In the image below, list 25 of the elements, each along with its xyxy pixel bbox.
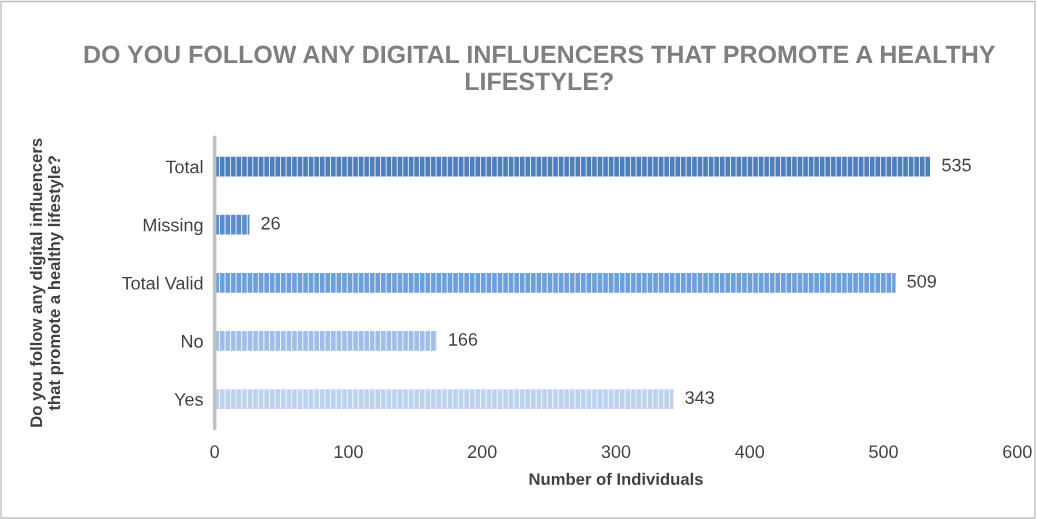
x-tick-label: 200 [468, 445, 497, 459]
y-tick-label: Yes [174, 393, 203, 406]
y-axis-title: Do you follow any digital influencers that promote a healthy lifestyle? [29, 138, 64, 427]
y-tick-label: No [181, 335, 203, 348]
bar [214, 156, 931, 177]
data-label: 509 [907, 274, 936, 288]
x-tick-label: 100 [334, 445, 363, 459]
bar [214, 389, 674, 409]
x-tick-label: 300 [601, 445, 631, 459]
x-tick-label: 600 [1003, 445, 1032, 459]
y-tick-label: Total [165, 160, 203, 174]
y-tick-label: Missing [143, 218, 203, 236]
x-tick-label: 400 [735, 445, 765, 459]
x-tick-label: 500 [869, 445, 898, 459]
bar [214, 214, 250, 235]
data-label: 166 [449, 333, 478, 346]
data-label: 343 [685, 391, 714, 404]
bar [214, 272, 896, 293]
data-label: 535 [942, 158, 971, 172]
bar [214, 331, 437, 351]
x-axis-title: Number of Individuals [529, 472, 703, 486]
y-tick-label: Total Valid [121, 276, 203, 290]
chart-title: DO YOU FOLLOW ANY DIGITAL INFLUENCERS THAT PROMOTE A HEALTHY LIFESTYLE? [84, 45, 996, 91]
x-tick-label: 0 [210, 445, 219, 459]
data-label: 26 [261, 216, 280, 230]
